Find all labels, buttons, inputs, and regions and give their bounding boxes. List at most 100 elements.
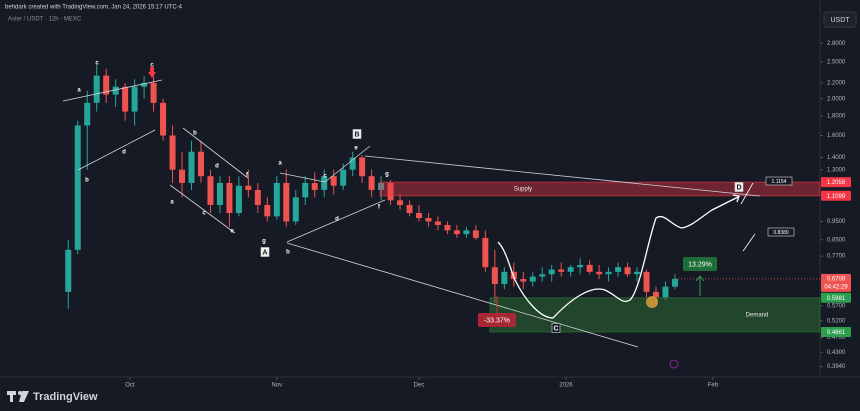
wave-label: b	[193, 131, 197, 137]
wave-box	[551, 323, 561, 333]
candle-body	[160, 102, 167, 136]
y-tick-label: 0.4700	[827, 335, 846, 341]
trend-line	[169, 184, 236, 234]
candle-body	[406, 204, 413, 214]
candle-body	[122, 86, 129, 112]
wave-label: d	[215, 164, 219, 170]
wave-label: f	[246, 173, 249, 179]
y-tick-label: 1.3000	[827, 167, 846, 173]
candle-body	[273, 182, 280, 217]
target-label: 0.8380	[773, 230, 789, 236]
price-label-box	[821, 190, 851, 201]
y-tick-label: 0.4300	[827, 350, 846, 356]
candle-body	[103, 75, 110, 95]
y-tick-label: 0.8500	[827, 237, 846, 243]
last-price: 0.6708	[827, 276, 846, 282]
candle-body	[150, 82, 157, 103]
candle-body	[653, 291, 659, 298]
candle-body	[93, 75, 100, 103]
zone	[379, 181, 821, 197]
candle-body	[264, 204, 271, 217]
candle-body	[65, 249, 72, 292]
projection-path	[497, 196, 739, 319]
wave-label: c	[202, 211, 206, 217]
wave-label: a	[170, 200, 174, 206]
candle-body	[330, 176, 337, 186]
wave-label: g	[262, 239, 266, 245]
wave-label: B	[354, 131, 359, 138]
wave-label: c	[95, 61, 99, 67]
candle-body	[197, 151, 204, 177]
y-tick-label: 2.5000	[827, 59, 846, 65]
trend-line	[62, 79, 163, 102]
candle-body	[216, 182, 223, 205]
y-tick-label: 0.5700	[827, 303, 846, 309]
target-pointer	[740, 182, 754, 205]
symbol-title: Aster / USDT · 12h · MEXC	[8, 17, 82, 23]
target-label: 1.1154	[772, 179, 787, 185]
y-tick-label: 0.7700	[827, 254, 846, 260]
candle-body	[349, 157, 356, 170]
candle-body	[179, 169, 186, 183]
logo-text: TradingView	[33, 391, 98, 403]
candle-body	[84, 102, 91, 126]
attribution: behdark created with TradingView.com, Ja…	[5, 5, 183, 11]
wave-label: g	[385, 172, 389, 178]
candle-body	[520, 279, 527, 282]
zone-label: Supply	[514, 187, 532, 193]
countdown: 04:42:29	[824, 284, 848, 290]
candle-body	[463, 230, 470, 235]
y-tick-label: 1.8000	[827, 114, 846, 120]
y-tick-label: 0.9500	[827, 219, 846, 225]
candle-body	[491, 267, 498, 285]
price-label: 1.2058	[827, 180, 846, 186]
trend-line	[286, 242, 639, 348]
candle-body	[311, 182, 318, 190]
candle-body	[141, 82, 148, 87]
candle-body	[292, 197, 299, 222]
candle-body	[416, 213, 423, 219]
logo	[7, 391, 29, 402]
candle-body	[235, 185, 242, 214]
candle-body	[624, 267, 631, 275]
wave-label: b	[286, 250, 290, 256]
candle-body	[671, 278, 678, 287]
candle-body	[643, 271, 650, 292]
candle-body	[501, 271, 508, 285]
candle-body	[425, 218, 432, 222]
candle-body	[359, 157, 366, 177]
candle-body	[605, 271, 612, 275]
wave-box	[734, 182, 744, 192]
candle-body	[368, 176, 375, 190]
candle-body	[558, 269, 565, 272]
candle-body	[472, 230, 479, 238]
wave-label: e	[354, 146, 358, 152]
candle-body	[245, 185, 252, 190]
currency-box	[823, 11, 857, 28]
candle-body	[387, 182, 394, 201]
candle-body	[340, 169, 347, 186]
x-tick-label: Nov	[271, 383, 282, 389]
candle-body	[539, 274, 546, 277]
price-label: 0.5981	[827, 296, 846, 302]
candle-body	[567, 267, 574, 272]
candle-body	[586, 264, 593, 272]
candle-body	[434, 221, 441, 225]
wave-label: a	[278, 161, 282, 167]
y-tick-label: 2.2000	[827, 81, 846, 87]
price-label: 0.4861	[827, 330, 846, 336]
wave-label: A	[262, 249, 267, 256]
candle-body	[634, 271, 641, 275]
measure-label: -33.37%	[484, 317, 510, 324]
y-tick-label: 0.5200	[827, 318, 846, 324]
y-tick-label: 1.4000	[827, 155, 846, 161]
trend-line	[324, 145, 371, 183]
candle-body	[131, 86, 138, 112]
y-tick-label: 2.8000	[827, 41, 846, 47]
candle-body	[615, 267, 622, 272]
up-arrow	[695, 275, 705, 296]
candle-body	[577, 264, 584, 268]
trend-line	[279, 172, 326, 183]
